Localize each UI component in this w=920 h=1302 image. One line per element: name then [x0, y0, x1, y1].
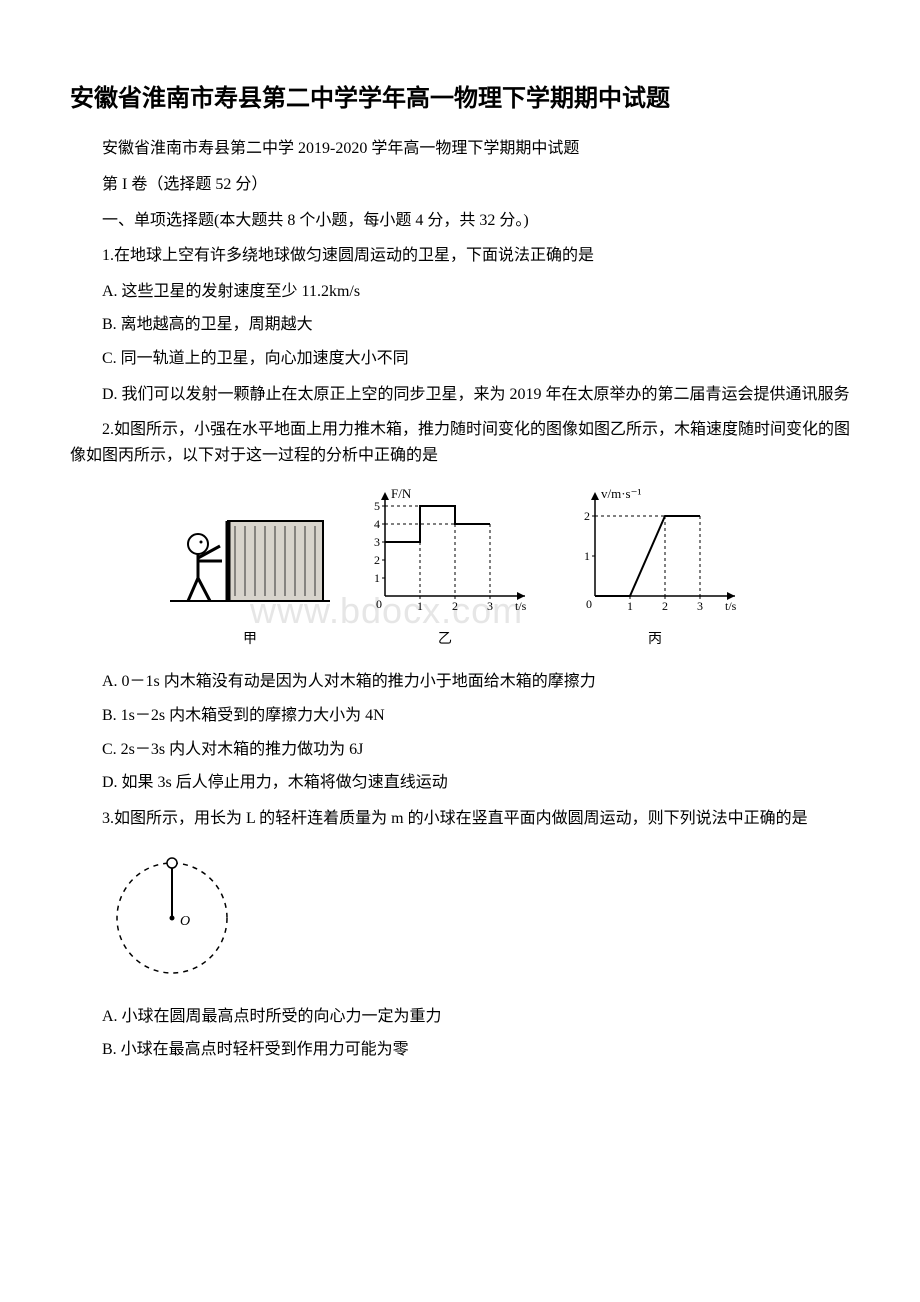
q2-option-c: C. 2s－3s 内人对木箱的推力做功为 6J	[70, 737, 850, 763]
chart-yi-xlabel: t/s	[515, 599, 527, 613]
q1-option-a: A. 这些卫星的发射速度至少 11.2km/s	[70, 279, 850, 305]
svg-text:3: 3	[697, 599, 703, 613]
figure-yi: F/N 1 2 3 4 5 0 1 2 3	[350, 486, 540, 651]
q3-text: 3.如图所示，用长为 L 的轻杆连着质量为 m 的小球在竖直平面内做圆周运动，则…	[70, 806, 850, 832]
figure-jia: 甲	[170, 506, 330, 651]
svg-text:2: 2	[452, 599, 458, 613]
q2-option-d: D. 如果 3s 后人停止用力，木箱将做匀速直线运动	[70, 770, 850, 796]
q2-option-b: B. 1s－2s 内木箱受到的摩擦力大小为 4N	[70, 703, 850, 729]
section1-header: 第 I 卷（选择题 52 分）	[70, 172, 850, 198]
svg-text:1: 1	[374, 571, 380, 585]
chart-bing-xlabel: t/s	[725, 599, 737, 613]
svg-text:5: 5	[374, 499, 380, 513]
q3-option-a: A. 小球在圆周最高点时所受的向心力一定为重力	[70, 1004, 850, 1030]
svg-text:0: 0	[586, 597, 592, 611]
svg-text:0: 0	[376, 597, 382, 611]
q1-option-d: D. 我们可以发射一颗静止在太原正上空的同步卫星，来为 2019 年在太原举办的…	[70, 382, 850, 408]
q2-figures: 甲 F/N 1 2 3	[70, 486, 850, 651]
figure-bing-label: 丙	[560, 629, 750, 651]
figure-jia-label: 甲	[170, 629, 330, 651]
svg-text:3: 3	[374, 535, 380, 549]
q1-option-b: B. 离地越高的卫星，周期越大	[70, 312, 850, 338]
q2-text: 2.如图所示，小强在水平地面上用力推木箱，推力随时间变化的图像如图乙所示，木箱速…	[70, 417, 850, 468]
subtitle: 安徽省淮南市寿县第二中学 2019-2020 学年高一物理下学期期中试题	[70, 136, 850, 162]
svg-text:1: 1	[627, 599, 633, 613]
q3-option-b: B. 小球在最高点时轻杆受到作用力可能为零	[70, 1037, 850, 1063]
figure-bing: v/m·s⁻¹ 1 2 0 1 2 3 t/s	[560, 486, 750, 651]
svg-text:2: 2	[662, 599, 668, 613]
svg-text:4: 4	[374, 517, 380, 531]
svg-text:1: 1	[584, 549, 590, 563]
svg-text:3: 3	[487, 599, 493, 613]
svg-text:2: 2	[584, 509, 590, 523]
q3-center-label: O	[180, 914, 190, 929]
chart-bing-ylabel: v/m·s⁻¹	[601, 486, 641, 501]
q1-option-c: C. 同一轨道上的卫星，向心加速度大小不同	[70, 346, 850, 372]
figure-yi-label: 乙	[350, 629, 540, 651]
part1-header: 一、单项选择题(本大题共 8 个小题，每小题 4 分，共 32 分。)	[70, 208, 850, 234]
q2-option-a: A. 0－1s 内木箱没有动是因为人对木箱的推力小于地面给木箱的摩擦力	[70, 669, 850, 695]
svg-text:1: 1	[417, 599, 423, 613]
chart-yi-ylabel: F/N	[391, 486, 412, 501]
svg-text:2: 2	[374, 553, 380, 567]
q1-text: 1.在地球上空有许多绕地球做匀速圆周运动的卫星，下面说法正确的是	[70, 243, 850, 269]
page-title: 安徽省淮南市寿县第二中学学年高一物理下学期期中试题	[70, 80, 850, 118]
q3-figure: O	[102, 843, 850, 992]
